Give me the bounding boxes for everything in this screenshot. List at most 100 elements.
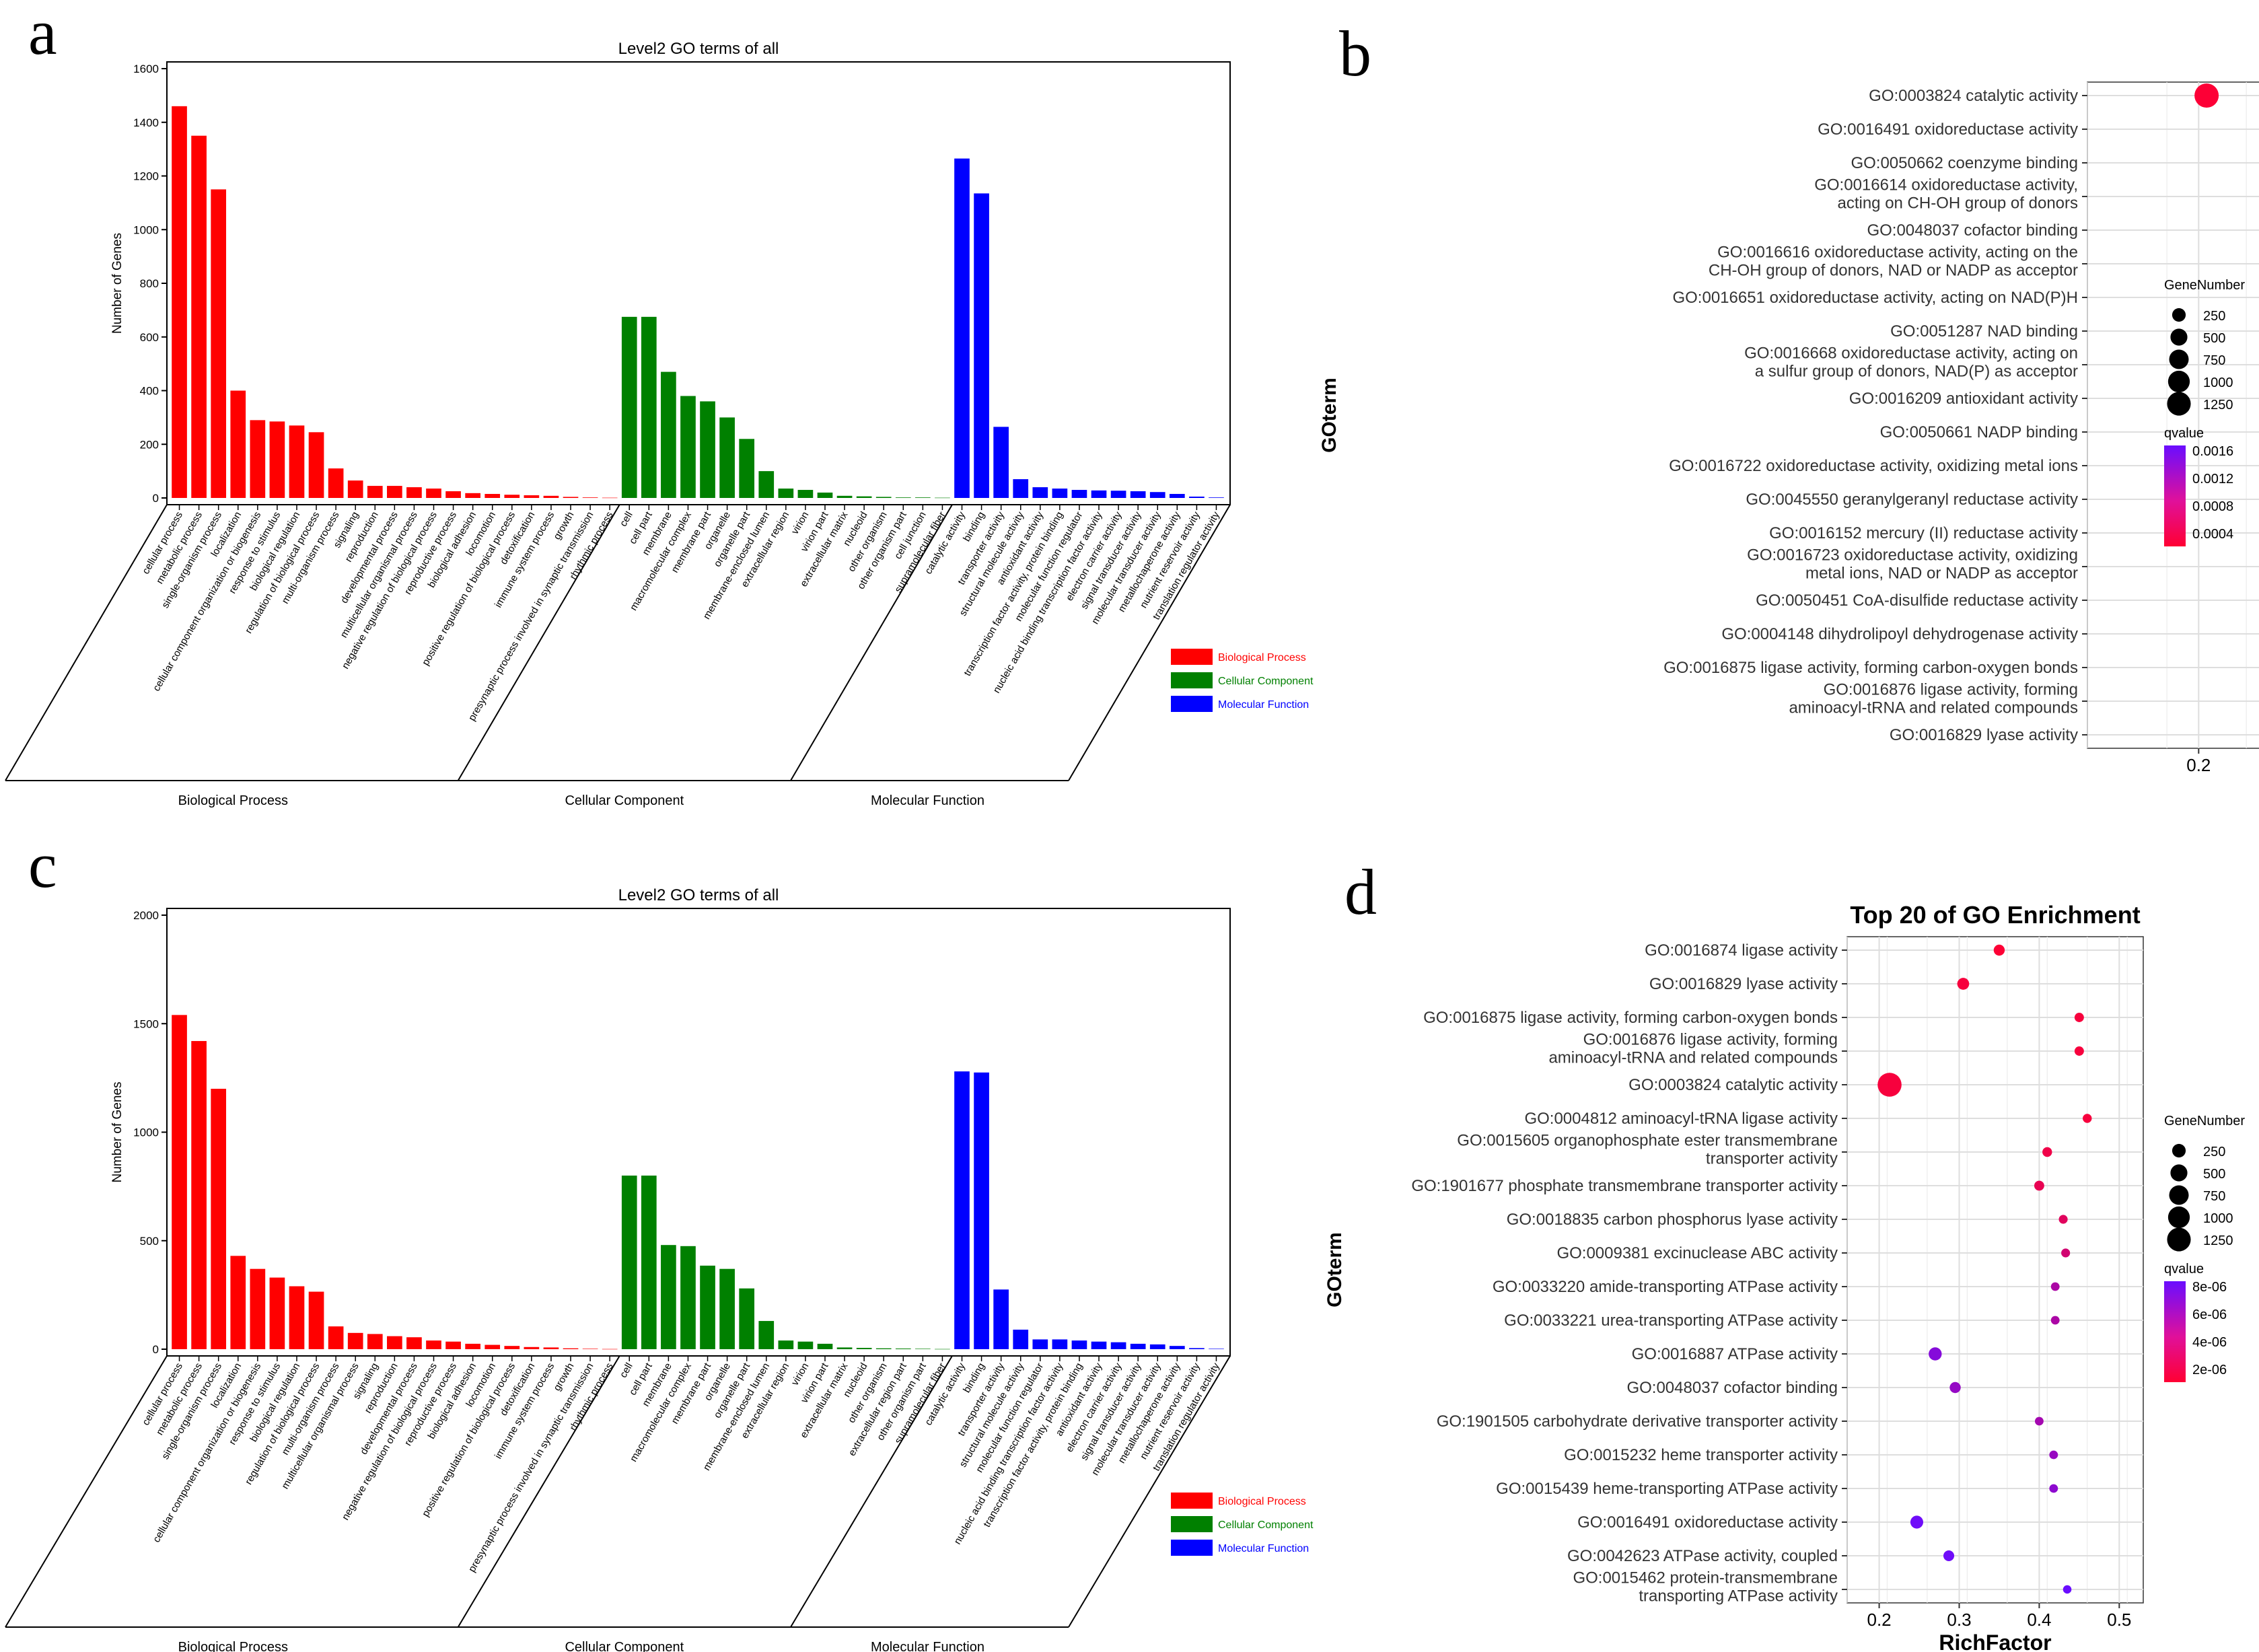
bar: [836, 1347, 853, 1349]
legend-label: Biological Process: [1218, 652, 1306, 663]
bar: [1052, 489, 1068, 498]
size-legend-label: 750: [2203, 1189, 2225, 1204]
bar: [895, 497, 911, 498]
x-tick-label: 0.4: [2027, 1610, 2051, 1630]
bar: [602, 1349, 618, 1350]
y-tick-label: 500: [140, 1235, 159, 1248]
bar: [856, 496, 872, 498]
term-label: GO:0016875 ligase activity, forming carb…: [1663, 659, 2078, 677]
bar: [485, 1344, 501, 1349]
term-label: GO:0016209 antioxidant activity: [1849, 390, 2078, 408]
legend-label: Cellular Component: [1218, 676, 1314, 687]
bar: [289, 425, 305, 498]
color-legend-label: 0.0012: [2192, 472, 2233, 487]
size-legend-dot: [2172, 308, 2186, 322]
term-label: GO:0016668 oxidoreductase activity, acti…: [1744, 345, 2078, 363]
color-legend-label: 8e-06: [2192, 1280, 2227, 1295]
bar: [563, 497, 579, 498]
bar: [1052, 1339, 1068, 1349]
bar: [406, 487, 422, 498]
bar: [935, 497, 950, 499]
zone-edge: [5, 504, 168, 781]
term-label: metal ions, NAD or NADP as acceptor: [1805, 565, 2078, 583]
bar: [328, 468, 344, 498]
size-legend-dot: [2167, 1206, 2190, 1229]
color-bar: [2164, 1281, 2186, 1382]
color-bar: [2164, 445, 2186, 546]
term-label: CH-OH group of donors, NAD or NADP as ac…: [1709, 262, 2078, 280]
bar: [1130, 1343, 1146, 1349]
plot-frame: [166, 908, 1231, 1357]
bar: [406, 1337, 422, 1349]
data-point: [2050, 1316, 2060, 1325]
y-tick-label: 1000: [133, 1126, 159, 1139]
term-label: GO:0018835 carbon phosphorus lyase activ…: [1507, 1211, 1838, 1229]
size-legend-dot: [2172, 1143, 2186, 1158]
bar: [191, 135, 207, 498]
bar: [1189, 1348, 1205, 1349]
size-legend-dot: [2169, 1185, 2189, 1205]
bar: [974, 193, 989, 498]
data-point: [2061, 1248, 2071, 1258]
bar-panel-a: a Level2 GO terms of all 0 200 400 600 800 1000…: [5, 0, 1314, 808]
x-tick-label: 0.2: [1867, 1610, 1891, 1630]
data-point: [1877, 1073, 1902, 1097]
legend-swatch: [1171, 649, 1213, 665]
bar: [1013, 1329, 1029, 1349]
size-legend-label: 500: [2203, 331, 2225, 346]
bar: [426, 1340, 441, 1349]
bar: [954, 158, 970, 499]
term-label: GO:0016874 ligase activity: [1645, 941, 1838, 960]
size-legend-title: GeneNumber: [2164, 1114, 2245, 1128]
bar: [172, 1015, 187, 1349]
chart-title: Level2 GO terms of all: [618, 886, 779, 904]
y-tick-label: 1000: [133, 223, 159, 236]
bar: [621, 1176, 637, 1349]
bar: [543, 1347, 559, 1349]
y-tick-label: 1500: [133, 1017, 159, 1030]
bar: [778, 489, 794, 498]
size-legend-label: 1000: [2203, 1211, 2233, 1226]
data-point: [2194, 83, 2219, 108]
x-tick-label: 0.2: [2186, 755, 2211, 775]
data-point: [2083, 1114, 2092, 1123]
term-label: GO:1901505 carbohydrate derivative trans…: [1437, 1412, 1838, 1431]
bar: [1169, 1346, 1185, 1349]
bar: [1189, 497, 1205, 498]
data-point: [1949, 1381, 1961, 1394]
bar: [250, 420, 266, 498]
term-label: GO:0016614 oxidoreductase activity,: [1814, 176, 2078, 194]
term-label: GO:0016723 oxidoreductase activity, oxid…: [1747, 546, 2078, 565]
bar: [387, 1336, 402, 1349]
panel-letter: c: [28, 829, 57, 901]
plot-frame: [2087, 81, 2259, 749]
data-point: [2074, 1046, 2084, 1056]
term-label: transporting ATPase activity: [1639, 1587, 1838, 1606]
bar: [758, 1321, 775, 1349]
dot-panel-b: bTop 20 of GO Enrichment0.20.30.40.50.6R…: [1318, 17, 2259, 775]
bar: [935, 1349, 950, 1350]
term-label: GO:0016876 ligase activity, forming: [1583, 1031, 1838, 1049]
panel-letter: a: [28, 0, 57, 68]
data-point: [2049, 1484, 2058, 1493]
bar: [1091, 490, 1107, 498]
bar: [347, 1332, 363, 1349]
data-point: [1929, 1347, 1942, 1361]
zone-edge: [5, 1355, 168, 1628]
data-point: [1957, 978, 1970, 990]
bar: [504, 1346, 520, 1349]
bar: [700, 1265, 715, 1349]
y-tick-label: 1400: [133, 116, 159, 129]
color-legend-title: qvalue: [2164, 426, 2204, 441]
legend-label: Molecular Function: [1218, 1543, 1309, 1554]
y-tick-label: 1600: [133, 63, 159, 75]
legend-swatch: [1171, 1516, 1213, 1532]
bar: [797, 490, 814, 498]
bar: [1110, 491, 1126, 498]
bar: [974, 1072, 989, 1349]
term-label: GO:0016152 mercury (II) reductase activi…: [1769, 524, 2078, 542]
bar: [719, 417, 735, 498]
size-legend-title: GeneNumber: [2164, 278, 2245, 293]
term-label: GO:0033221 urea-transporting ATPase acti…: [1504, 1312, 1838, 1330]
